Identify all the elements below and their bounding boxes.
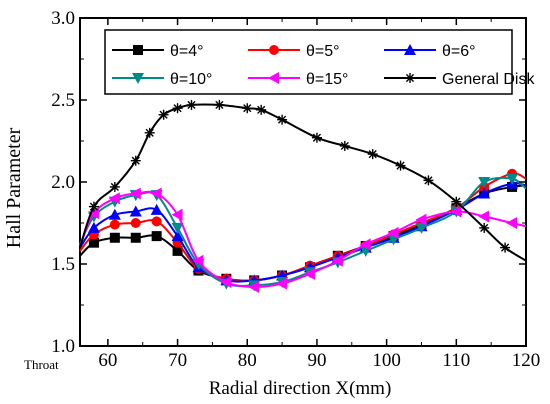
- legend-swatch-marker: [405, 73, 415, 83]
- y-axis-label: Hall Parameter: [3, 127, 25, 248]
- data-point: [331, 254, 343, 267]
- data-point: [109, 232, 120, 243]
- legend-item: θ=4°: [112, 43, 204, 60]
- data-point: [506, 173, 519, 185]
- data-point: [311, 132, 322, 143]
- data-point: [242, 103, 253, 114]
- data-point: [150, 203, 163, 215]
- data-point: [256, 104, 267, 115]
- series-2: [79, 177, 527, 286]
- data-point: [479, 222, 490, 233]
- legend-item: θ=10°: [112, 71, 212, 88]
- data-point: [276, 277, 288, 290]
- legend-swatch-marker: [133, 45, 143, 55]
- data-point: [129, 205, 142, 217]
- legend-item: General Disk: [384, 71, 535, 88]
- data-point: [478, 187, 491, 199]
- data-point: [506, 217, 518, 229]
- data-point: [415, 213, 427, 226]
- legend: θ=4° θ=5° θ=6° θ=10° θ=15° General Disk: [104, 29, 535, 95]
- legend-label: θ=10°: [170, 71, 212, 88]
- data-point: [87, 221, 100, 233]
- legend-label: θ=15°: [306, 71, 348, 88]
- data-point: [172, 103, 183, 114]
- series-layer: [79, 99, 527, 293]
- legend-swatch-marker: [268, 72, 279, 84]
- data-point: [192, 254, 204, 267]
- data-point: [359, 238, 371, 251]
- legend-label: θ=5°: [306, 43, 340, 60]
- data-point: [303, 267, 315, 280]
- x-tick-label: 120: [512, 350, 541, 371]
- data-point: [220, 276, 232, 289]
- data-point: [415, 222, 428, 234]
- x-tick-label: 100: [372, 350, 401, 371]
- data-point: [500, 242, 511, 253]
- data-point: [130, 155, 141, 166]
- x-tick-label: 70: [168, 350, 187, 371]
- y-tick-label: 1.0: [51, 336, 75, 357]
- data-point: [151, 216, 162, 227]
- data-point: [450, 205, 462, 218]
- data-point: [214, 99, 225, 110]
- legend-label: θ=6°: [442, 43, 476, 60]
- data-point: [171, 208, 183, 221]
- y-tick-label: 2.0: [51, 172, 75, 193]
- data-point: [339, 140, 350, 151]
- legend-item: θ=6°: [384, 43, 476, 60]
- series-line: [79, 103, 527, 262]
- data-point: [171, 230, 184, 242]
- data-point: [130, 218, 141, 228]
- data-point: [387, 226, 399, 239]
- series-1: [79, 168, 527, 286]
- data-point: [171, 222, 184, 234]
- x-axis-label: Radial direction X(mm): [209, 378, 392, 399]
- y-tick-label: 2.5: [51, 90, 75, 111]
- axes: Throat Radial direction X(mm) Hall Param…: [3, 8, 540, 399]
- legend-item: θ=15°: [248, 71, 348, 88]
- data-point: [478, 177, 491, 188]
- y-tick-label: 3.0: [51, 8, 75, 29]
- legend-box: [104, 29, 513, 95]
- data-point: [88, 237, 99, 248]
- series-4: [79, 187, 527, 293]
- x-tick-label: 90: [307, 350, 326, 371]
- data-point: [186, 99, 197, 110]
- data-point: [423, 175, 434, 186]
- data-point: [151, 231, 162, 242]
- data-point: [108, 208, 121, 220]
- data-point: [87, 207, 99, 220]
- x-tick-label: 80: [238, 350, 257, 371]
- data-point: [451, 196, 462, 207]
- data-point: [158, 109, 169, 120]
- throat-label: Throat: [24, 357, 59, 372]
- data-point: [395, 160, 406, 171]
- data-point: [478, 210, 490, 223]
- legend-swatch-marker: [132, 73, 144, 84]
- y-tick-label: 1.5: [51, 254, 75, 275]
- x-tick-label: 110: [442, 350, 470, 371]
- data-point: [109, 181, 120, 192]
- legend-item: θ=5°: [248, 43, 340, 60]
- data-point: [150, 187, 162, 200]
- x-tick-label: 60: [98, 350, 117, 371]
- data-point: [129, 187, 141, 200]
- data-point: [109, 219, 120, 230]
- data-point: [172, 245, 183, 256]
- data-point: [367, 149, 378, 160]
- series-5: [79, 99, 527, 262]
- series-line: [79, 172, 527, 282]
- legend-label: General Disk: [442, 71, 535, 88]
- legend-label: θ=4°: [170, 43, 204, 60]
- data-point: [277, 114, 288, 125]
- data-point: [248, 280, 260, 293]
- data-point: [144, 127, 155, 138]
- legend-swatch-marker: [404, 44, 416, 55]
- data-point: [130, 232, 141, 243]
- data-point: [88, 201, 99, 212]
- data-point: [108, 192, 120, 205]
- legend-swatch-marker: [269, 45, 279, 55]
